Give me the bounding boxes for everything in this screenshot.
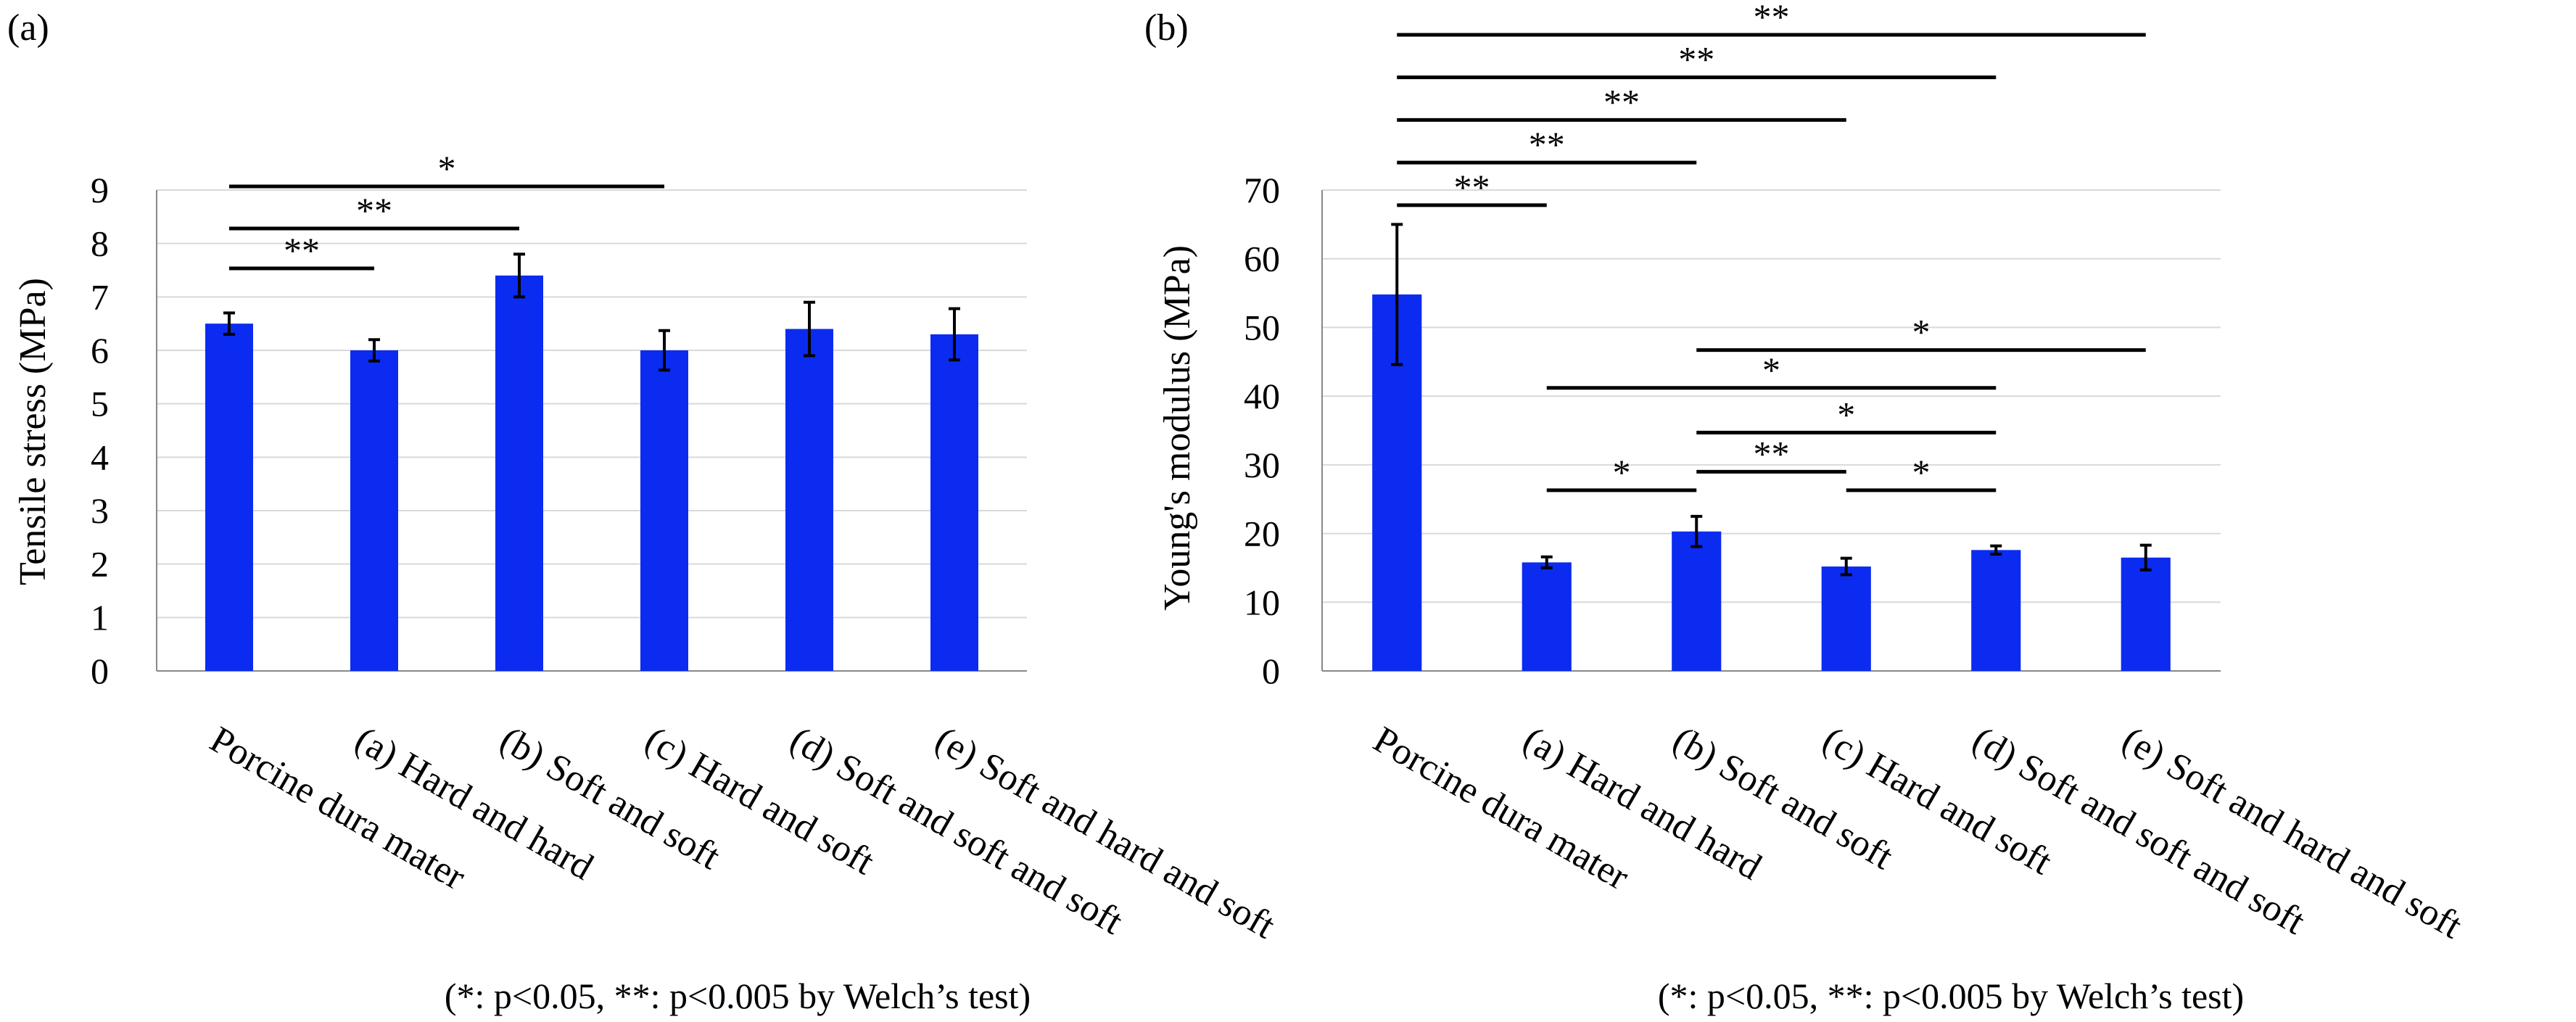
panel-a-footnote: (*: p<0.05, **: p<0.005 by Welch’s test) [445,976,1031,1016]
panel-a-category-label: Porcine dura mater [203,719,472,898]
panel-a-y-tick-label: 0 [91,651,109,691]
panel-a-y-tick-label: 5 [91,384,109,424]
panel-b-bar [1522,562,1572,671]
panel-a-bar [495,275,543,671]
panel-b-bar [1672,531,1722,671]
panel-a-bar [205,324,253,671]
panel-b-y-tick-label: 40 [1244,376,1280,416]
panel-b-y-tick-label: 20 [1244,514,1280,554]
panel-b-significance-label: ** [1754,433,1790,474]
panel-b-category-label: Porcine dura mater [1366,719,1635,898]
panel-a-y-tick-label: 4 [91,437,109,477]
panel-a-bar [785,329,833,671]
panel-b-bar [1971,550,2021,671]
panel-a-bar [640,350,688,671]
panel-b-significance-label: ** [1754,0,1790,37]
panel-b-y-tick-label: 50 [1244,307,1280,347]
panel-a-significance-label: ** [356,190,392,231]
panel-b-y-tick-label: 70 [1244,170,1280,210]
panel-a-y-tick-label: 9 [91,170,109,210]
panel-b-y-tick-label: 10 [1244,582,1280,622]
panel-a-bar [350,350,398,671]
panel-a-y-tick-label: 1 [91,597,109,638]
panel-b-significance-label: ** [1678,39,1714,80]
panel-a-y-tick-label: 7 [91,276,109,317]
panel-b-significance-label: * [1613,452,1631,493]
panel-b-significance-label: * [1837,394,1855,434]
panel-a-label: (a) [7,7,49,49]
panel-a-y-tick-label: 6 [91,330,109,371]
panel-a-y-axis-title: Tensile stress (MPa) [12,278,54,585]
panel-a-plot-area: 0 1 2 3 4 5 6 7 8 9 Porcine dura mater(a) Hard and… [91,148,1282,947]
panel-a-significance-label: * [438,148,456,189]
panel-b-significance-label: * [1912,452,1931,493]
panel-a-y-tick-label: 8 [91,223,109,264]
panel-a-tensile-stress-chart: (a) Tensile stress (MPa) 0 1 2 3 4 5 6 7 8 9 Porci… [7,7,1282,1016]
panel-b-significance-label: * [1762,350,1780,390]
panel-b-bar [2121,557,2171,671]
panel-b-y-tick-label: 60 [1244,239,1280,279]
panel-b-significance-label: * [1912,312,1931,353]
panel-a-y-tick-label: 2 [91,544,109,585]
panel-b-bar [1821,566,1871,671]
panel-a-category-label: (a) Hard and hard [348,719,600,888]
panel-a-y-tick-label: 3 [91,490,109,531]
panel-b-significance-label: ** [1529,124,1565,165]
panel-b-y-tick-label: 30 [1244,445,1280,485]
panel-b-significance-label: ** [1603,81,1640,122]
panel-b-youngs-modulus-chart: (b) Young's modulus (MPa) 0 10 20 30 40 50 60 7… [1144,0,2469,1016]
panel-b-y-axis-title: Young's modulus (MPa) [1157,245,1198,611]
panel-a-significance-label: ** [284,230,320,271]
panel-b-significance-label: ** [1454,167,1490,207]
panel-b-footnote: (*: p<0.05, **: p<0.005 by Welch’s test) [1658,976,2244,1016]
panel-b-label: (b) [1144,7,1189,49]
panel-a-bar [930,334,978,671]
panel-b-y-tick-label: 0 [1262,651,1280,691]
